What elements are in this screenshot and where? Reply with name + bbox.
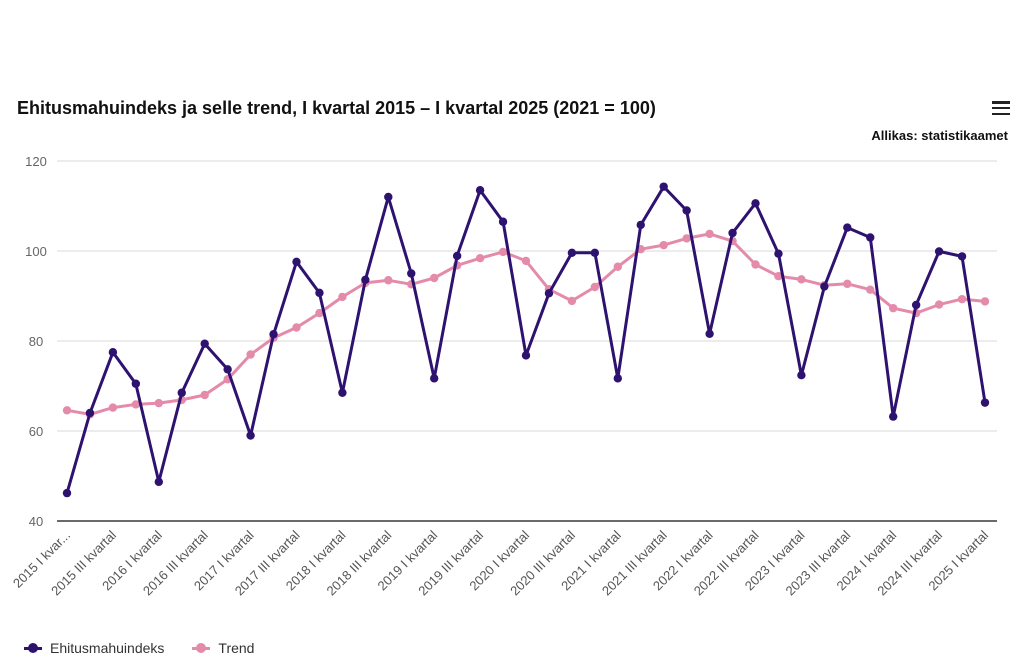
data-point-ehitusmahuindeks	[590, 248, 600, 257]
data-point-trend	[590, 282, 600, 292]
data-point-trend	[751, 260, 760, 269]
data-point-ehitusmahuindeks	[636, 220, 645, 230]
data-point-trend	[108, 403, 118, 412]
data-point-trend	[430, 273, 439, 283]
y-tick-label: 100	[25, 244, 47, 259]
legend: Ehitusmahuindeks Trend	[24, 640, 254, 656]
data-point-ehitusmahuindeks	[957, 252, 967, 261]
data-point-ehitusmahuindeks	[659, 182, 668, 191]
data-point-ehitusmahuindeks	[384, 192, 393, 202]
data-point-ehitusmahuindeks	[934, 247, 944, 256]
data-point-ehitusmahuindeks	[223, 365, 232, 374]
data-point-trend	[62, 406, 72, 415]
data-point-ehitusmahuindeks	[889, 412, 898, 421]
data-point-ehitusmahuindeks	[338, 388, 347, 397]
data-point-ehitusmahuindeks	[797, 371, 806, 380]
data-point-trend	[889, 303, 898, 313]
data-point-trend	[246, 350, 255, 359]
legend-item-series-2[interactable]: Trend	[192, 640, 254, 656]
y-tick-label: 60	[29, 424, 43, 439]
data-point-ehitusmahuindeks	[728, 228, 737, 238]
data-point-ehitusmahuindeks	[154, 477, 163, 487]
data-point-ehitusmahuindeks	[452, 251, 462, 261]
data-point-ehitusmahuindeks	[315, 288, 324, 298]
data-point-ehitusmahuindeks	[866, 233, 875, 242]
data-point-ehitusmahuindeks	[751, 199, 760, 208]
data-point-ehitusmahuindeks	[544, 289, 554, 298]
data-point-ehitusmahuindeks	[774, 249, 783, 258]
legend-dot-series-1	[28, 643, 38, 653]
y-tick-label: 40	[29, 514, 43, 529]
data-point-trend	[521, 256, 531, 266]
data-point-ehitusmahuindeks	[292, 257, 301, 266]
data-point-trend	[613, 262, 622, 271]
y-tick-label: 120	[25, 154, 47, 169]
data-point-ehitusmahuindeks	[246, 431, 255, 440]
data-point-ehitusmahuindeks	[843, 223, 852, 232]
data-point-ehitusmahuindeks	[682, 206, 691, 215]
data-point-ehitusmahuindeks	[980, 398, 990, 407]
data-point-trend	[980, 297, 990, 306]
data-point-trend	[797, 275, 806, 284]
data-point-trend	[659, 240, 668, 250]
hamburger-menu-icon[interactable]	[992, 101, 1010, 117]
data-point-ehitusmahuindeks	[430, 374, 439, 383]
y-tick-label: 80	[29, 334, 43, 349]
data-point-trend	[315, 308, 324, 318]
data-point-ehitusmahuindeks	[567, 248, 577, 257]
legend-item-series-1[interactable]: Ehitusmahuindeks	[24, 640, 164, 656]
data-point-ehitusmahuindeks	[131, 379, 141, 388]
data-point-ehitusmahuindeks	[613, 374, 622, 383]
data-point-trend	[292, 323, 301, 332]
legend-symbol-series-1	[24, 642, 42, 654]
data-point-ehitusmahuindeks	[475, 186, 485, 195]
data-point-trend	[682, 234, 691, 243]
data-point-trend	[843, 279, 852, 289]
legend-label-series-1: Ehitusmahuindeks	[50, 640, 165, 656]
data-point-trend	[705, 229, 714, 239]
data-point-ehitusmahuindeks	[62, 488, 72, 498]
data-point-trend	[200, 390, 209, 400]
data-point-ehitusmahuindeks	[521, 351, 531, 360]
data-point-trend	[957, 294, 967, 304]
data-point-ehitusmahuindeks	[269, 330, 278, 339]
data-point-ehitusmahuindeks	[200, 339, 209, 348]
legend-dot-series-2	[196, 643, 207, 653]
data-point-ehitusmahuindeks	[705, 329, 714, 338]
data-point-trend	[154, 398, 163, 408]
legend-symbol-series-2	[192, 642, 211, 654]
data-point-trend	[774, 272, 783, 281]
data-point-ehitusmahuindeks	[85, 408, 95, 418]
data-point-ehitusmahuindeks	[498, 217, 508, 226]
data-point-trend	[338, 292, 347, 302]
data-point-trend	[475, 254, 485, 263]
data-point-ehitusmahuindeks	[361, 275, 370, 284]
data-point-ehitusmahuindeks	[911, 300, 921, 310]
data-point-ehitusmahuindeks	[177, 388, 186, 397]
data-point-trend	[567, 296, 577, 306]
data-point-trend	[384, 276, 393, 285]
data-point-ehitusmahuindeks	[820, 282, 829, 291]
data-point-trend	[498, 247, 508, 257]
chart-title: Ehitusmahuindeks ja selle trend, I kvart…	[17, 98, 656, 118]
data-point-ehitusmahuindeks	[407, 269, 416, 278]
data-point-trend	[131, 400, 141, 409]
legend-label-series-2: Trend	[218, 640, 255, 656]
data-point-trend	[934, 300, 944, 309]
chart-source: Allikas: statistikaamet	[871, 128, 1008, 143]
data-point-ehitusmahuindeks	[108, 348, 118, 357]
data-point-trend	[866, 285, 875, 294]
